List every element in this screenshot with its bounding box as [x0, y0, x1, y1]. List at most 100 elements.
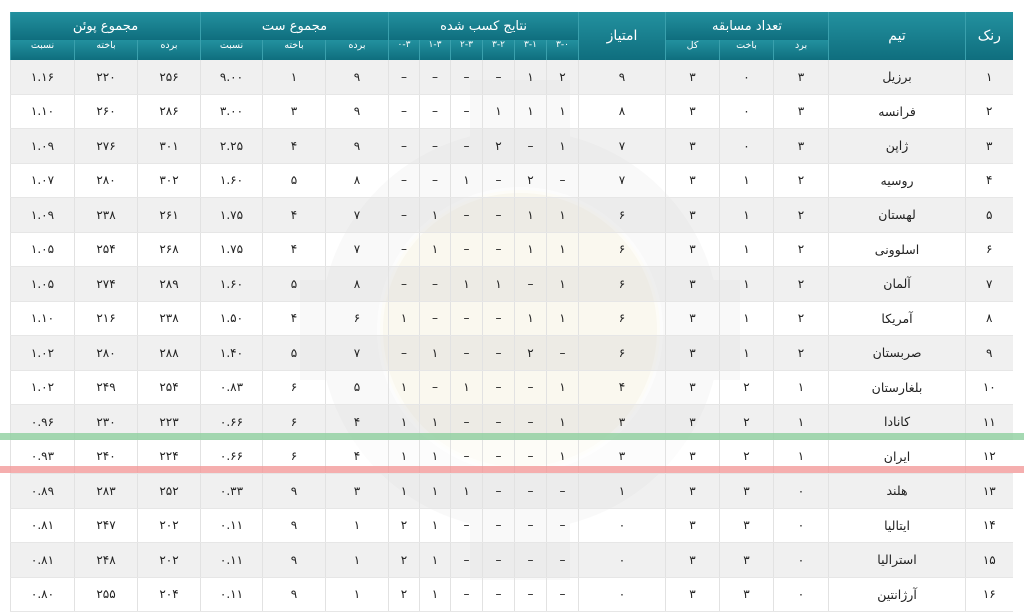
- sets-ratio-cell: ۱.۶۰: [200, 163, 263, 198]
- header-sets: مجموع ست: [200, 12, 389, 40]
- result-cell: –: [546, 577, 579, 612]
- wins-cell: ۲: [773, 163, 829, 198]
- sets-won-cell: ۶: [325, 301, 389, 336]
- total-cell: ۳: [665, 60, 720, 95]
- result-cell: –: [419, 163, 451, 198]
- rank-cell: ۱: [965, 60, 1013, 95]
- points-cell: ۰: [578, 508, 666, 543]
- total-cell: ۳: [665, 508, 720, 543]
- rank-cell: ۷: [965, 266, 1013, 302]
- points-lost-cell: ۲۸۰: [74, 335, 138, 371]
- team-cell: روسیه: [828, 163, 966, 198]
- losses-cell: ۰: [719, 94, 774, 129]
- points-won-cell: ۳۰۱: [137, 128, 201, 164]
- result-cell: –: [482, 301, 515, 336]
- losses-cell: ۲: [719, 370, 774, 405]
- points-cell: ۰: [578, 577, 666, 612]
- points-won-cell: ۲۰۲: [137, 508, 201, 543]
- team-cell: برزیل: [828, 60, 966, 95]
- points-cell: ۶: [578, 232, 666, 267]
- table-row: ۱۶ آرژانتین ۰ ۳ ۳ ۰– – – –۱ ۲ ۱ ۹ ۰.۱۱ ۲۰۴ ۲۵۵ ۰.۸۰: [10, 577, 1013, 612]
- wins-cell: ۰: [773, 508, 829, 543]
- points-cell: ۷: [578, 163, 666, 198]
- result-cell: ۱: [546, 301, 579, 336]
- points-ratio-cell: ۱.۱۰: [10, 94, 75, 129]
- points-ratio-cell: ۰.۸۹: [10, 473, 75, 509]
- result-cell: –: [450, 94, 483, 129]
- result-cell: –: [482, 577, 515, 612]
- subheader-matches-0: برد: [773, 40, 829, 60]
- result-cell: –: [419, 266, 451, 302]
- sets-won-cell: ۱: [325, 508, 389, 543]
- result-cell: –: [387, 94, 420, 129]
- sets-lost-cell: ۹: [262, 473, 326, 509]
- result-cell: –: [450, 301, 483, 336]
- rank-cell: ۶: [965, 232, 1013, 267]
- highlight-line-red: [0, 465, 1024, 473]
- wins-cell: ۰: [773, 577, 829, 612]
- points-cell: ۶: [578, 301, 666, 336]
- sets-won-cell: ۷: [325, 197, 389, 233]
- rank-cell: ۴: [965, 163, 1013, 198]
- points-ratio-cell: ۱.۰۹: [10, 197, 75, 233]
- result-cell: ۱: [514, 60, 547, 95]
- total-cell: ۳: [665, 197, 720, 233]
- result-cell: ۲: [387, 542, 420, 578]
- points-won-cell: ۲۶۱: [137, 197, 201, 233]
- total-cell: ۳: [665, 94, 720, 129]
- team-cell: هلند: [828, 473, 966, 509]
- team-cell: صربستان: [828, 335, 966, 371]
- points-ratio-cell: ۱.۰۹: [10, 128, 75, 164]
- losses-cell: ۳: [719, 473, 774, 509]
- subheader-pts-0: برده: [137, 40, 201, 60]
- result-cell: ۲: [514, 335, 547, 371]
- losses-cell: ۱: [719, 335, 774, 371]
- result-cell: –: [482, 508, 515, 543]
- points-lost-cell: ۲۵۴: [74, 232, 138, 267]
- sets-ratio-cell: ۰.۸۳: [200, 370, 263, 405]
- result-cell: –: [546, 163, 579, 198]
- points-lost-cell: ۲۵۵: [74, 577, 138, 612]
- sets-won-cell: ۷: [325, 232, 389, 267]
- total-cell: ۳: [665, 163, 720, 198]
- team-cell: استرالیا: [828, 542, 966, 578]
- total-cell: ۳: [665, 232, 720, 267]
- points-won-cell: ۲۵۲: [137, 473, 201, 509]
- losses-cell: ۰: [719, 60, 774, 95]
- sets-ratio-cell: ۳.۰۰: [200, 94, 263, 129]
- header-matches: تعداد مسابقه: [665, 12, 829, 40]
- losses-cell: ۳: [719, 508, 774, 543]
- sets-lost-cell: ۴: [262, 301, 326, 336]
- subheader-results-4: ۱-۳: [419, 40, 451, 60]
- result-cell: ۲: [482, 128, 515, 164]
- table-row: ۳ ژاپن ۳ ۰ ۳ ۷ ۱–۲– – –۹ ۴ ۲.۲۵ ۳۰۱ ۲۷۶ ۱.۰۹: [10, 128, 1013, 164]
- rank-cell: ۳: [965, 128, 1013, 164]
- sets-won-cell: ۵: [325, 370, 389, 405]
- wins-cell: ۱: [773, 370, 829, 405]
- table-row: ۱۵ استرالیا ۰ ۳ ۳ ۰– – – –۱ ۲ ۱ ۹ ۰.۱۱ ۲۰۲ ۲۴۸ ۰.۸۱: [10, 542, 1013, 578]
- result-cell: ۱: [546, 266, 579, 302]
- subheader-sets-1: باخته: [262, 40, 326, 60]
- total-cell: ۳: [665, 473, 720, 509]
- points-lost-cell: ۲۴۷: [74, 508, 138, 543]
- losses-cell: ۱: [719, 197, 774, 233]
- subheader-sets-2: نسبت: [200, 40, 263, 60]
- result-cell: ۱: [546, 128, 579, 164]
- result-cell: ۱: [514, 197, 547, 233]
- points-cell: ۶: [578, 266, 666, 302]
- points-won-cell: ۳۰۲: [137, 163, 201, 198]
- points-ratio-cell: ۰.۸۱: [10, 508, 75, 543]
- rank-cell: ۹: [965, 335, 1013, 371]
- result-cell: –: [450, 577, 483, 612]
- sets-ratio-cell: ۱.۶۰: [200, 266, 263, 302]
- result-cell: ۱: [450, 473, 483, 509]
- rank-cell: ۱۶: [965, 577, 1013, 612]
- result-cell: –: [419, 128, 451, 164]
- result-cell: –: [546, 335, 579, 371]
- sets-ratio-cell: ۰.۱۱: [200, 542, 263, 578]
- result-cell: –: [387, 60, 420, 95]
- table-row: ۱۳ هلند ۰ ۳ ۳ ۱– – –۱ ۱ ۱ ۳ ۹ ۰.۳۳ ۲۵۲ ۲۸۳ ۰.۸۹: [10, 473, 1013, 509]
- result-cell: –: [387, 266, 420, 302]
- points-ratio-cell: ۱.۰۵: [10, 266, 75, 302]
- points-won-cell: ۲۶۸: [137, 232, 201, 267]
